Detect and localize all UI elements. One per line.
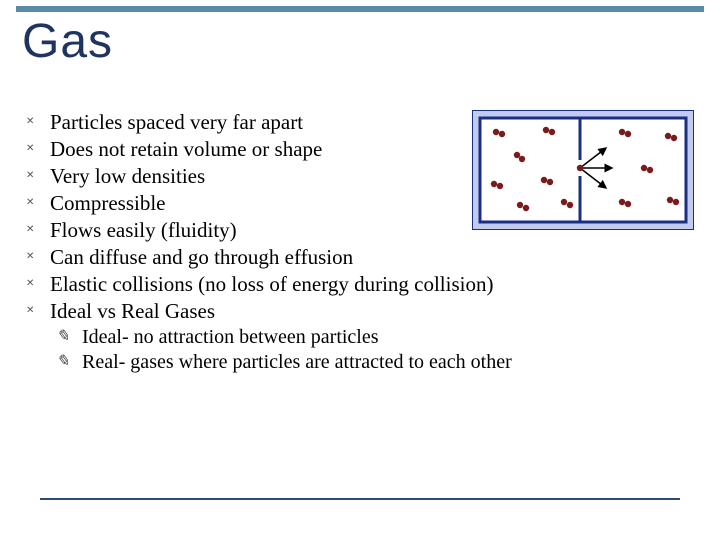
sub-bullet-text: Ideal- no attraction between particles [82, 326, 379, 349]
bullet-marker-icon: ✕ [20, 245, 50, 262]
bullet-marker-icon: ✕ [20, 191, 50, 208]
bottom-divider [40, 498, 680, 500]
gas-effusion-diagram [472, 110, 694, 230]
bullet-marker-icon: ✕ [20, 164, 50, 181]
title-accent-bar [16, 6, 704, 12]
page-title: Gas [22, 14, 113, 69]
sub-bullet-text: Real- gases where particles are attracte… [82, 351, 512, 374]
bullet-marker-icon: ✕ [20, 137, 50, 154]
bullet-text: Elastic collisions (no loss of energy du… [50, 272, 700, 297]
bullet-text: Can diffuse and go through effusion [50, 245, 700, 270]
sub-bullet-marker-icon: ✎ [56, 326, 82, 346]
sub-bullet-marker-icon: ✎ [56, 351, 82, 371]
bullet-marker-icon: ✕ [20, 272, 50, 289]
list-item: ✕ Elastic collisions (no loss of energy … [20, 272, 700, 297]
bullet-marker-icon: ✕ [20, 110, 50, 127]
bullet-marker-icon: ✕ [20, 218, 50, 235]
list-item: ✕ Can diffuse and go through effusion [20, 245, 700, 270]
list-item: ✕ Ideal vs Real Gases [20, 299, 700, 324]
sub-list-item: ✎ Ideal- no attraction between particles [20, 326, 700, 349]
bullet-marker-icon: ✕ [20, 299, 50, 316]
sub-list-item: ✎ Real- gases where particles are attrac… [20, 351, 700, 374]
bullet-text: Ideal vs Real Gases [50, 299, 700, 324]
